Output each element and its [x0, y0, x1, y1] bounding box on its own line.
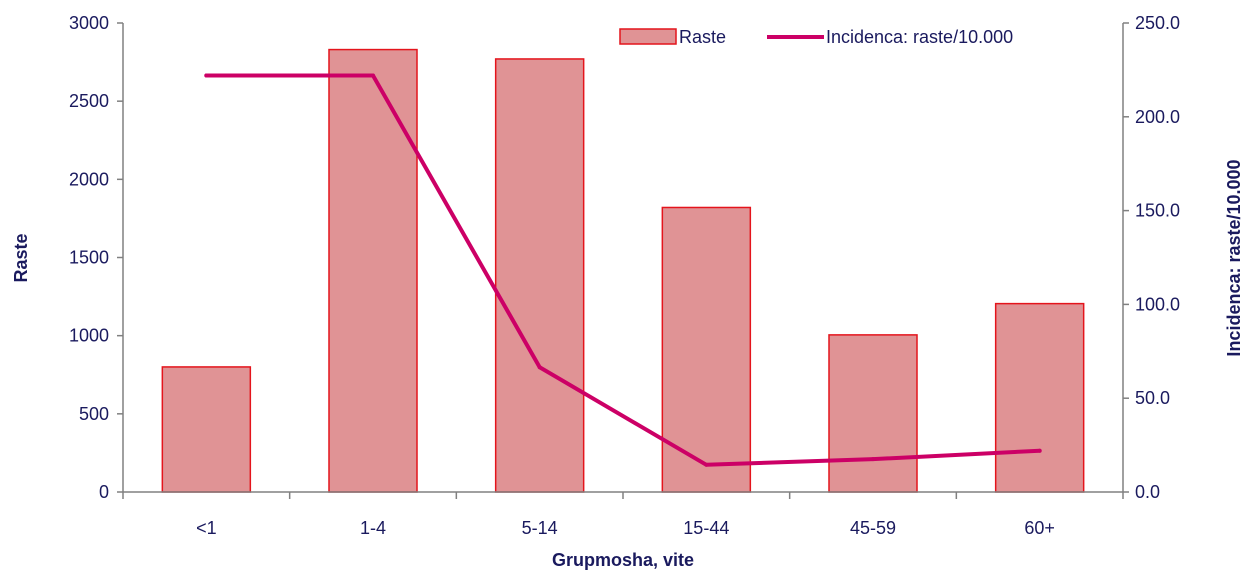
- bar-1-4: [328, 48, 418, 493]
- bar-60plus: [994, 302, 1085, 493]
- bars-group: [161, 48, 1085, 493]
- bar-45-59: [828, 334, 918, 493]
- left-tick-label: 1500: [69, 248, 109, 268]
- left-tick-label: 1000: [69, 326, 109, 346]
- legend-label-incidenca: Incidenca: raste/10.000: [826, 27, 1013, 47]
- x-tick-label: 60+: [1024, 518, 1055, 538]
- right-tick-label: 100.0: [1135, 294, 1180, 314]
- left-tick-label: 500: [79, 404, 109, 424]
- x-tick-label: 15-44: [683, 518, 729, 538]
- incidenca-point-1-4: [371, 73, 375, 78]
- legend-label-raste: Raste: [679, 27, 726, 47]
- left-tick-label: 2500: [69, 91, 109, 111]
- right-y-axis-title: Incidenca: raste/10.000: [1224, 159, 1244, 356]
- incidenca-point-60plus: [1037, 448, 1042, 453]
- x-tick-label: 5-14: [522, 518, 558, 538]
- bar-15-44: [661, 206, 752, 493]
- right-tick-label: 0.0: [1135, 482, 1160, 502]
- bar-lt1: [161, 366, 252, 493]
- incidenca-line: [204, 73, 1042, 467]
- legend: Raste Incidenca: raste/10.000: [619, 27, 1013, 47]
- left-y-axis-title: Raste: [11, 233, 31, 282]
- bar-5-14: [494, 58, 585, 493]
- incidenca-point-5-14: [537, 365, 542, 370]
- left-tick-label: 3000: [69, 13, 109, 33]
- incidenca-point-lt1: [204, 73, 209, 78]
- ticks-group: 0 500 1000 1500 2000 2500 3000 0.0 50.0 100.0 150.…: [69, 13, 1180, 538]
- legend-swatch-raste: [619, 28, 677, 45]
- line-group: [204, 73, 1042, 467]
- right-tick-label: 200.0: [1135, 107, 1180, 127]
- incidenca-point-15-44: [704, 462, 709, 467]
- right-tick-label: 250.0: [1135, 13, 1180, 33]
- x-tick-label: <1: [196, 518, 217, 538]
- x-tick-label: 45-59: [850, 518, 896, 538]
- right-tick-label: 150.0: [1135, 201, 1180, 221]
- incidenca-point-45-59: [871, 457, 875, 462]
- x-axis-title: Grupmosha, vite: [552, 550, 694, 570]
- left-tick-label: 0: [99, 482, 109, 502]
- axes-group: [122, 23, 1124, 493]
- x-tick-label: 1-4: [360, 518, 386, 538]
- right-tick-label: 50.0: [1135, 388, 1170, 408]
- left-tick-label: 2000: [69, 169, 109, 189]
